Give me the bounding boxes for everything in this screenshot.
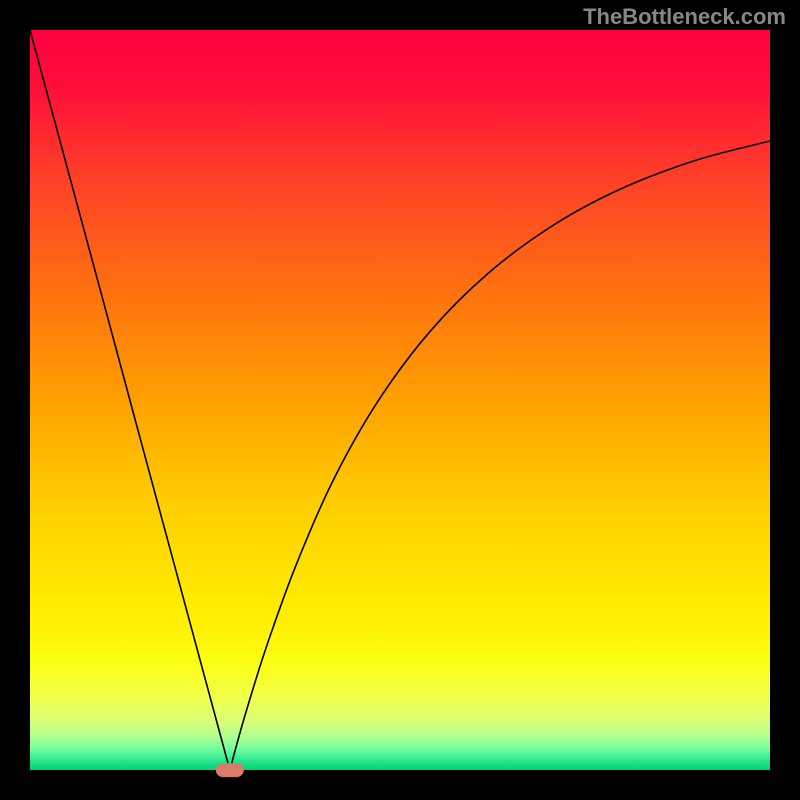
bottleneck-chart	[0, 0, 800, 800]
vertex-marker	[216, 763, 244, 777]
chart-canvas: { "watermark": { "text": "TheBottleneck.…	[0, 0, 800, 800]
plot-background	[30, 30, 770, 770]
watermark-text: TheBottleneck.com	[583, 4, 786, 30]
